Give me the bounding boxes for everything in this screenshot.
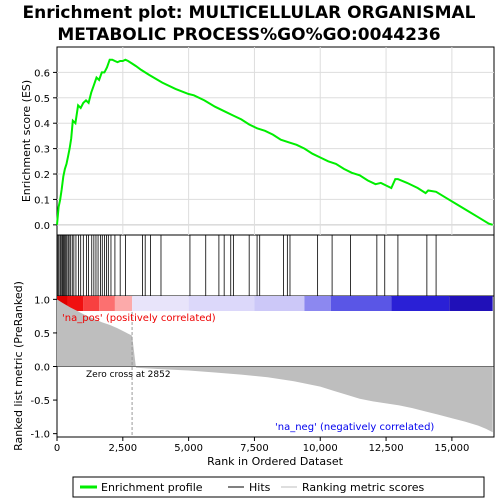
ranked-y-tick-label: 0.0 — [34, 363, 50, 374]
x-tick-label: 12,500 — [369, 443, 404, 454]
enrichment-profile-line — [56, 58, 493, 226]
es-y-tick-label: 0.0 — [34, 221, 50, 232]
x-tick-label: 7,500 — [240, 443, 269, 454]
es-y-axis-label: Enrichment score (ES) — [20, 80, 33, 202]
rank-x-axis: 0 2,500 5,000 7,500 10,000 12,500 15,000 — [54, 437, 469, 454]
es-gridlines — [57, 47, 494, 235]
legend-ranking-label: Ranking metric scores — [302, 481, 424, 494]
es-y-tick-label: 0.5 — [34, 94, 50, 105]
es-y-tick-label: 0.2 — [34, 170, 50, 181]
x-tick-label: 10,000 — [303, 443, 338, 454]
heatbar-segment — [114, 296, 133, 311]
rank-heatbar — [57, 296, 493, 311]
heatbar-segment — [449, 296, 493, 311]
legend-enrichment-label: Enrichment profile — [101, 481, 203, 494]
x-tick-label: 15,000 — [434, 443, 469, 454]
hits-panel-frame — [56, 234, 495, 297]
pos-correlated-label: 'na_pos' (positively correlated) — [62, 313, 216, 324]
ranked-y-tick-label: -0.5 — [30, 396, 50, 407]
ranked-y-tick-label: 1.0 — [34, 295, 50, 306]
ranked-y-axis: 1.0 0.5 0.0 -0.5 -1.0 — [30, 295, 57, 441]
heatbar-segment — [83, 296, 100, 311]
heatbar-segment — [67, 296, 84, 311]
heatbar-segment — [330, 296, 392, 311]
es-y-tick-label: 0.4 — [34, 119, 50, 130]
heatbar-segment — [99, 296, 115, 311]
ranked-y-axis-label: Ranked list metric (PreRanked) — [12, 281, 25, 451]
ranked-metric-layer — [57, 299, 494, 437]
heatbar-segment — [132, 296, 189, 311]
es-y-tick-label: 0.1 — [34, 195, 50, 206]
x-tick-label: 0 — [54, 443, 60, 454]
chart-title-line1: Enrichment plot: MULTICELLULAR ORGANISMA… — [23, 3, 476, 23]
ranked-y-tick-label: 0.5 — [34, 329, 50, 340]
x-axis-label: Rank in Ordered Dataset — [207, 455, 344, 468]
ranked-y-tick-label: -1.0 — [30, 430, 50, 441]
ranked-metric-area — [57, 299, 493, 433]
heatbar-segment — [188, 296, 255, 311]
zero-cross-label: Zero cross at 2852 — [86, 370, 171, 380]
heatbar-segment — [254, 296, 305, 311]
chart-title-line2: METABOLIC PROCESS%GO%GO:0044236 — [57, 25, 440, 45]
legend-hits-label: Hits — [249, 481, 271, 494]
enrichment-profile-layer — [56, 58, 493, 226]
es-y-tick-label: 0.6 — [34, 68, 50, 79]
heatbar-segment — [304, 296, 331, 311]
es-y-axis: 0.0 0.1 0.2 0.3 0.4 0.5 0.6 — [34, 68, 57, 232]
es-y-tick-label: 0.3 — [34, 145, 50, 156]
neg-correlated-label: 'na_neg' (negatively correlated) — [275, 422, 434, 433]
x-tick-label: 2,500 — [108, 443, 137, 454]
heatbar-segment — [391, 296, 450, 311]
hits-layer — [57, 235, 437, 296]
legend-box — [72, 476, 485, 498]
x-tick-label: 5,000 — [174, 443, 203, 454]
